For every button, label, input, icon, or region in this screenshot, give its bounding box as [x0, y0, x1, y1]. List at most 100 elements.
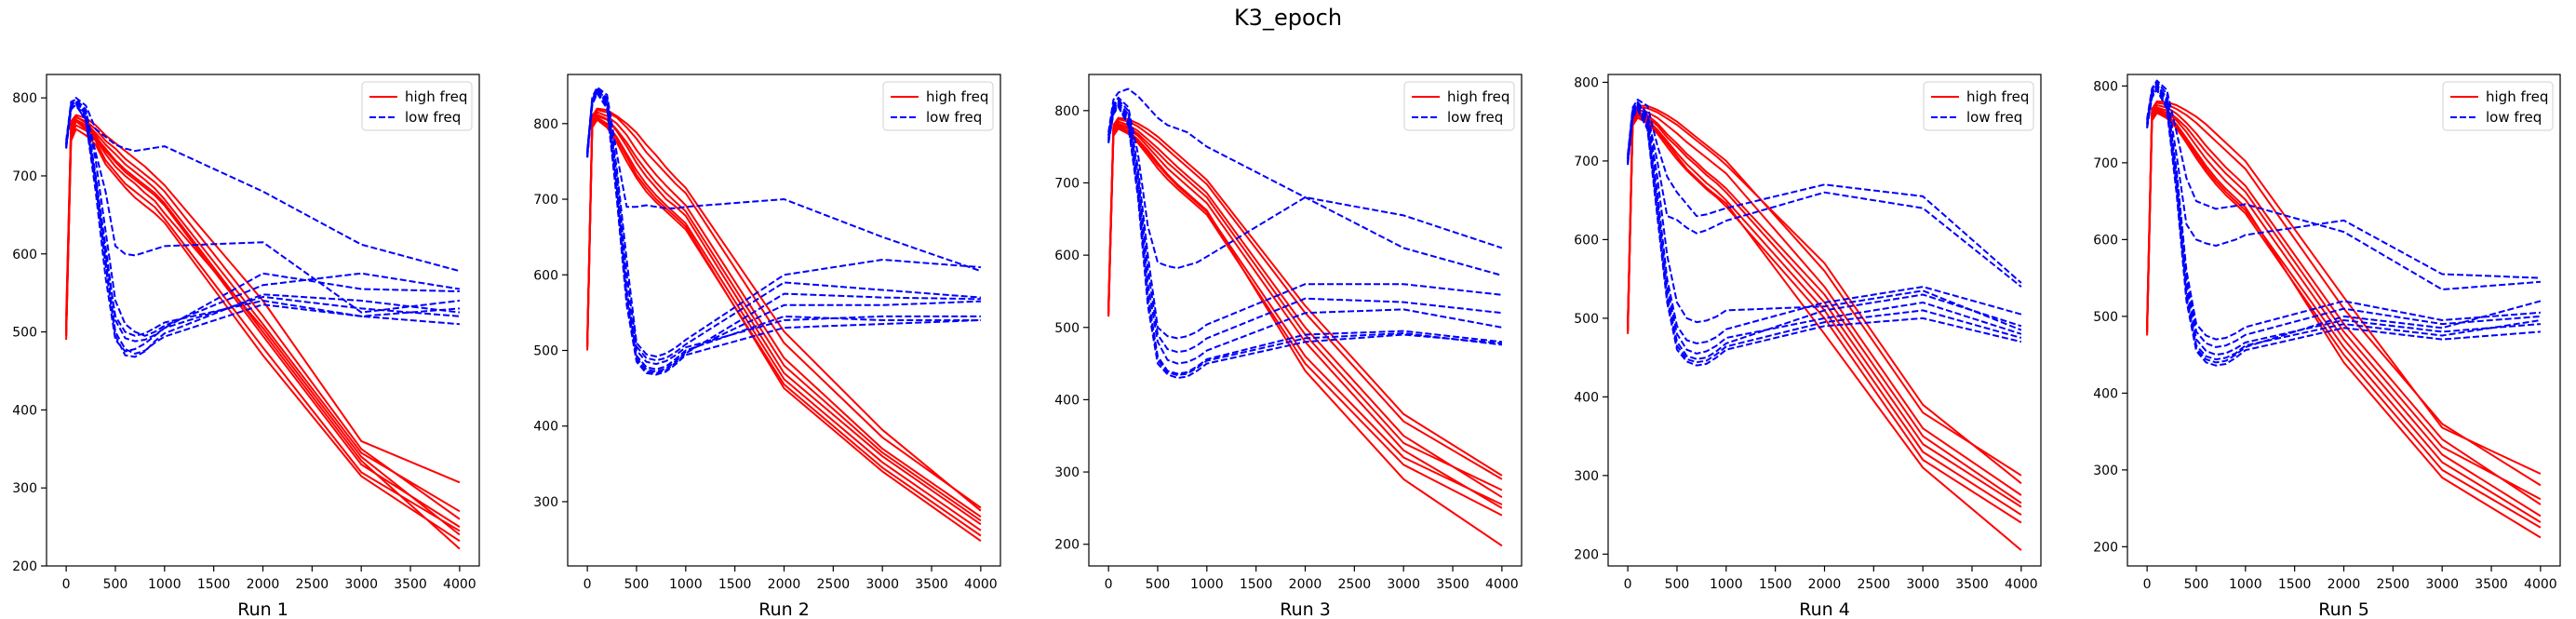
high-freq-line-2: [2146, 104, 2542, 505]
legend-label: low freq: [926, 109, 982, 126]
low-freq-line-15: [1627, 107, 2022, 364]
high-freq-line-7: [1627, 111, 2022, 505]
low-freq-line-13: [65, 97, 461, 273]
high-freq-line-2: [586, 111, 982, 518]
x-tick-label: 4000: [443, 577, 476, 592]
y-tick-label: 600: [1574, 233, 1599, 248]
y-tick-label: 600: [1054, 249, 1080, 263]
y-tick-label: 300: [1054, 465, 1080, 480]
x-tick-label: 500: [1665, 577, 1690, 592]
x-tick-label: 4000: [2005, 577, 2038, 592]
legend-label: high freq: [2486, 88, 2548, 105]
x-tick-label: 3500: [1436, 577, 1469, 592]
legend-label: low freq: [1447, 109, 1503, 126]
y-tick-label: 300: [533, 495, 558, 510]
y-tick-label: 400: [1054, 393, 1080, 408]
legend: high freq low freq: [882, 81, 994, 131]
low-freq-line-9: [65, 101, 460, 337]
y-tick-label: 500: [2093, 310, 2118, 325]
x-tick-label: 0: [1105, 577, 1113, 592]
x-tick-label: 0: [1624, 577, 1632, 592]
x-tick-label: 1500: [1759, 577, 1792, 592]
x-tick-label: 2000: [1289, 577, 1322, 592]
high-freq-line-5: [65, 114, 461, 484]
low-freq-line-14: [1107, 101, 1503, 354]
y-tick-label: 400: [2093, 386, 2118, 401]
x-tick-label: 1000: [669, 577, 703, 592]
low-freq-line-16: [1107, 104, 1503, 376]
y-tick-label: 200: [1574, 547, 1599, 562]
x-tick-label: 2000: [247, 577, 280, 592]
x-tick-label: 2500: [1858, 577, 1891, 592]
low-freq-line-12: [2146, 87, 2542, 361]
high-freq-line-6: [1107, 125, 1503, 547]
legend-label: low freq: [1966, 109, 2022, 126]
x-tick-label: 2000: [1808, 577, 1842, 592]
x-tick-label: 3000: [1387, 577, 1420, 592]
low-freq-line-11: [2146, 81, 2541, 279]
high-freq-line-1: [65, 120, 461, 532]
legend-label: high freq: [1966, 88, 2029, 105]
legend-label: high freq: [405, 88, 467, 105]
y-tick-label: 400: [1574, 390, 1599, 405]
low-freq-line-16: [586, 89, 981, 370]
x-tick-label: 1500: [1240, 577, 1273, 592]
x-tick-label: 3000: [865, 577, 899, 592]
x-tick-label: 2500: [296, 577, 329, 592]
high-freq-line-7: [2146, 106, 2542, 501]
high-freq-line-8: [586, 117, 982, 543]
high-freq-line-7: [1107, 122, 1503, 491]
x-tick-label: 500: [103, 577, 128, 592]
legend: high freq low freq: [1403, 81, 1515, 131]
x-tick-label: 1000: [2229, 577, 2262, 592]
low-freq-line-9: [1627, 104, 2022, 355]
x-tick-label: 3000: [2425, 577, 2459, 592]
low-freq-line-11: [1107, 99, 1503, 340]
series-group: [1627, 99, 2022, 551]
y-tick-label: 600: [12, 248, 37, 262]
low-freq-line-14: [1627, 103, 2022, 344]
high-freq-line-3: [1627, 104, 2022, 477]
series-group: [586, 86, 982, 543]
series-group: [1107, 87, 1503, 547]
x-axis-label: Run 4: [1799, 599, 1850, 619]
low-freq-line-15: [65, 100, 461, 314]
legend: high freq low freq: [1923, 81, 2034, 131]
x-tick-label: 3500: [1955, 577, 1989, 592]
x-tick-label: 4000: [2524, 577, 2557, 592]
y-tick-label: 700: [2093, 156, 2118, 171]
y-tick-label: 700: [533, 193, 558, 208]
y-tick-label: 700: [1574, 155, 1599, 169]
x-tick-label: 1500: [197, 577, 231, 592]
high-freq-line-5: [1107, 116, 1503, 477]
subplot-run-2: 0 500 1000 1500 2000 2500 3000 3500 4000 300 400 50…: [533, 74, 1001, 619]
high-freq-line-4: [1627, 116, 2022, 524]
y-tick-label: 200: [12, 559, 37, 574]
low-freq-line-14: [65, 101, 460, 343]
low-freq-line-13: [1107, 87, 1503, 276]
series-group: [2146, 79, 2542, 539]
y-tick-label: 800: [2093, 79, 2118, 94]
y-tick-label: 500: [533, 343, 558, 358]
y-tick-label: 400: [12, 403, 37, 418]
x-tick-label: 1500: [718, 577, 752, 592]
x-tick-label: 500: [2184, 577, 2209, 592]
high-freq-line-5: [2146, 100, 2542, 475]
x-tick-label: 3000: [344, 577, 378, 592]
x-tick-label: 3500: [2475, 577, 2508, 592]
low-freq-line-13: [586, 87, 981, 357]
high-freq-line-8: [65, 120, 461, 550]
low-freq-line-10: [1107, 105, 1502, 380]
low-freq-line-11: [1627, 101, 2022, 288]
y-tick-label: 400: [533, 420, 558, 435]
legend: high freq low freq: [361, 81, 473, 131]
low-freq-line-12: [65, 104, 461, 358]
x-tick-label: 0: [62, 577, 71, 592]
x-tick-label: 1000: [1190, 577, 1224, 592]
x-tick-label: 0: [584, 577, 592, 592]
y-tick-label: 300: [1574, 469, 1599, 484]
x-tick-label: 4000: [964, 577, 998, 592]
series-group: [65, 97, 461, 550]
subplot-run-3: 0 500 1000 1500 2000 2500 3000 3500 4000 200 300 40…: [1054, 74, 1523, 619]
x-tick-label: 500: [624, 577, 650, 592]
